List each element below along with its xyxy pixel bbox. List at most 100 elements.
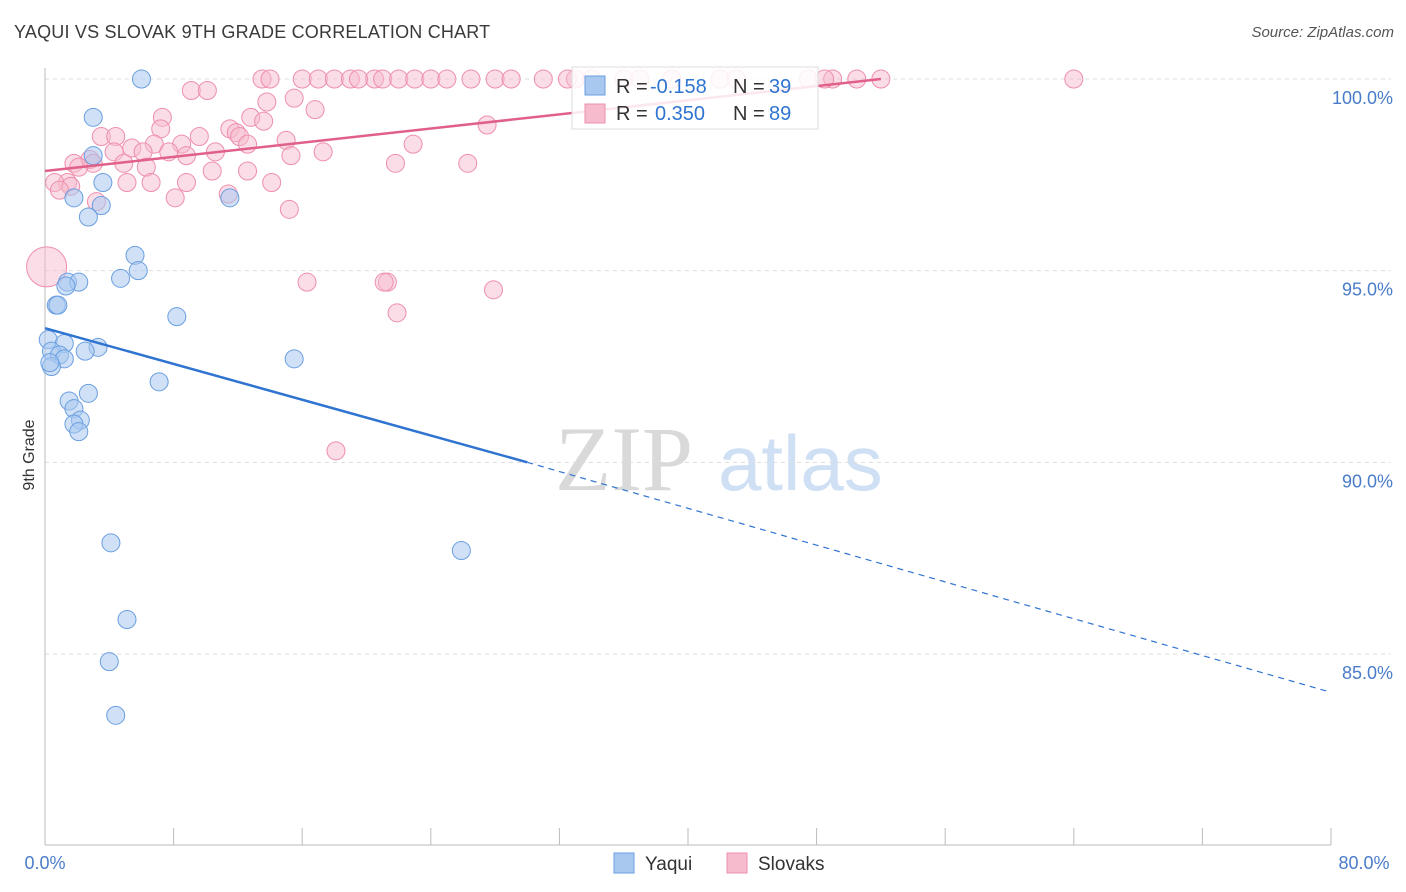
bottom-legend: Yaqui Slovaks [613, 852, 825, 875]
slovak-point [1064, 69, 1084, 89]
slovak-point [281, 146, 301, 166]
yaqui-point [40, 353, 60, 373]
slovak-point [389, 69, 409, 89]
slovak-point [461, 69, 481, 89]
slovak-point [141, 173, 161, 192]
slovak-point [313, 142, 333, 162]
slovak-point [181, 81, 201, 100]
yaqui-point [83, 146, 103, 166]
yaqui-point [284, 349, 304, 369]
yaqui-point [69, 422, 89, 442]
bottom-legend-label-yaqui: Yaqui [645, 854, 692, 875]
yaqui-point [111, 268, 131, 288]
yaqui-point [93, 173, 113, 192]
slovak-point [348, 69, 368, 89]
slovak-point [133, 142, 153, 162]
slovak-point [387, 303, 407, 323]
slovak-point [437, 69, 457, 89]
x-ticks [44, 828, 1332, 845]
x-tick-label-min: 0.0% [24, 853, 65, 873]
legend-n-value-slovak: 89 [769, 103, 791, 125]
yaqui-point [78, 383, 98, 403]
slovak-point [326, 441, 346, 461]
trend-lines [44, 77, 1332, 693]
legend-n-label-yaqui: N = [733, 76, 765, 98]
yaqui-point [99, 652, 119, 672]
slovak-points [26, 69, 1084, 461]
bottom-legend-swatch-yaqui [613, 852, 635, 874]
yaqui-point [64, 188, 84, 208]
legend-r-label-yaqui: R = [616, 76, 648, 98]
slovak-point [324, 69, 344, 89]
x-tick-label-max: 80.0% [1338, 853, 1389, 873]
y-tick-label: 100.0% [1332, 88, 1393, 108]
slovak-point [197, 81, 217, 100]
y-tick-labels: 85.0% 90.0% 95.0% 100.0% [1332, 88, 1393, 683]
yaqui-point [83, 107, 103, 127]
slovak-point [238, 161, 258, 181]
yaqui-point [117, 610, 137, 629]
slovak-point [373, 69, 393, 89]
slovak-point [189, 127, 209, 146]
slovak-point [257, 92, 277, 112]
slovak-point [262, 173, 282, 192]
yaqui-point [451, 541, 471, 560]
yaqui-point [78, 207, 98, 227]
source-credit: Source: ZipAtlas.com [1251, 24, 1394, 41]
slovak-point [477, 115, 497, 135]
yaqui-trend-extension [527, 461, 1332, 693]
legend-n-label-slovak: N = [733, 103, 765, 125]
slovak-point [483, 280, 503, 300]
slovak-point [254, 111, 274, 131]
bottom-legend-label-slovak: Slovaks [758, 854, 825, 875]
yaqui-point [56, 276, 76, 296]
chart-title: YAQUI VS SLOVAK 9TH GRADE CORRELATION CH… [14, 22, 491, 42]
yaqui-point [101, 533, 121, 553]
watermark-zip: ZIP [555, 408, 693, 510]
legend-r-value-slovak: 0.350 [655, 103, 705, 125]
slovak-point [305, 100, 325, 120]
yaqui-point [48, 295, 68, 315]
slovak-point [374, 272, 394, 292]
slovak-point [847, 69, 867, 89]
slovak-point [297, 272, 317, 292]
legend-n-value-yaqui: 39 [769, 76, 791, 98]
legend-box: R = -0.158 N = 39 R = 0.350 N = 89 [571, 66, 819, 130]
yaqui-point [149, 372, 169, 392]
slovak-point [117, 173, 137, 192]
slovak-point [292, 69, 312, 89]
yaqui-point [106, 705, 126, 725]
slovak-point [485, 69, 505, 89]
yaqui-trend-line [44, 326, 528, 464]
yaqui-point [131, 69, 151, 89]
slovak-point [458, 153, 478, 173]
yaqui-point [167, 307, 187, 327]
bottom-legend-swatch-slovak [726, 852, 748, 874]
yaqui-points [38, 69, 471, 725]
slovak-point [279, 199, 299, 219]
slovak-point [533, 69, 553, 89]
yaqui-point [75, 341, 95, 361]
legend-r-label-slovak: R = [616, 103, 648, 125]
legend-r-value-yaqui: -0.158 [650, 76, 707, 98]
slovak-point [501, 69, 521, 89]
slovak-point [421, 69, 441, 89]
slovak-point [26, 246, 68, 288]
slovak-point [165, 188, 185, 208]
yaqui-point [91, 196, 111, 215]
yaqui-point [125, 245, 145, 265]
y-tick-label: 90.0% [1342, 471, 1393, 491]
slovak-point [308, 69, 328, 89]
yaqui-point [128, 261, 148, 281]
y-tick-label: 85.0% [1342, 663, 1393, 683]
slovak-point [385, 153, 405, 173]
yaqui-point [220, 188, 240, 208]
slovak-point [202, 161, 222, 181]
slovak-point [405, 69, 425, 89]
y-axis-label: 9th Grade [21, 419, 38, 490]
slovak-point [403, 134, 423, 154]
legend-swatch-yaqui [584, 75, 606, 96]
y-tick-label: 95.0% [1342, 280, 1393, 300]
legend-swatch-slovak [584, 103, 606, 124]
